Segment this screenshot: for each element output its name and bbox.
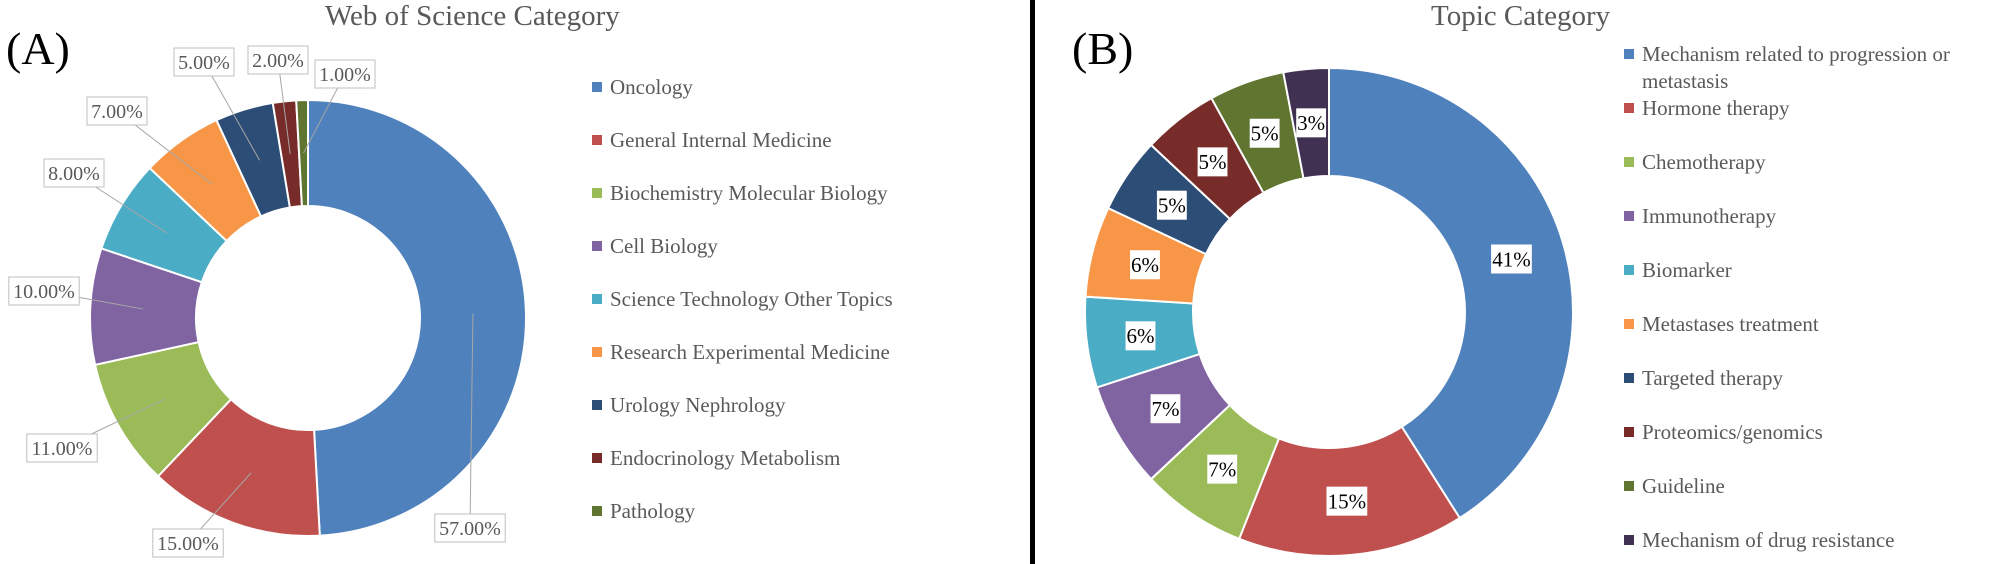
chart-a-data-label-general-internal-medicine: 15.00% — [157, 533, 219, 555]
chart-a-data-label-urology-nephrology: 5.00% — [178, 52, 230, 74]
chart-a-label-box — [43, 158, 105, 188]
chart-a-label-box — [173, 47, 235, 77]
chart-a-legend-label: Science Technology Other Topics — [610, 287, 893, 311]
chart-b-legend-label: Immunotherapy — [1642, 204, 1777, 228]
chart-b-label-box — [1156, 190, 1187, 220]
chart-a-legend-swatch — [592, 506, 602, 516]
chart-b-legend-swatch — [1624, 481, 1634, 491]
chart-b-donut: 41% 15% 7% 7% 6% 6% 5% 5% 5% 3% — [1084, 66, 1574, 557]
panel-b-letter: (B) — [1072, 23, 1134, 74]
chart-a-label-box — [434, 513, 506, 543]
chart-b-legend-swatch — [1624, 535, 1634, 545]
chart-a-leader-line — [469, 313, 474, 529]
chart-b-label-box — [1296, 108, 1327, 138]
chart-b-label-box — [1491, 244, 1532, 274]
chart-a-legend-label: Pathology — [610, 499, 696, 523]
chart-b-legend-swatch — [1624, 427, 1634, 437]
chart-a-data-label-oncology: 57.00% — [439, 518, 501, 540]
chart-b-data-label-guideline: 5% — [1251, 122, 1279, 146]
chart-b-data-label-metastases-treatment: 6% — [1131, 253, 1159, 277]
panel-divider — [1030, 0, 1035, 564]
chart-b-label-box — [1249, 118, 1280, 148]
chart-a-legend: Oncology General Internal Medicine Biochem… — [592, 0, 1022, 564]
chart-b-title: Topic Category — [1431, 0, 1611, 32]
chart-a-label-box — [86, 96, 148, 126]
chart-a-legend-swatch — [592, 135, 602, 145]
chart-b-label-box — [1130, 250, 1160, 280]
chart-a-legend-swatch — [592, 400, 602, 410]
panel-a: (A) Web of Science Category 57.00% 15.00%… — [6, 0, 1022, 564]
chart-b-legend-label: Metastases treatment — [1642, 312, 1819, 336]
chart-b-legend-label: Proteomics/genomics — [1642, 420, 1823, 444]
chart-b-legend-label: Hormone therapy — [1642, 96, 1790, 120]
chart-b-legend-swatch — [1624, 373, 1634, 383]
chart-a-data-label-science-technology-other-topics: 8.00% — [48, 163, 100, 185]
chart-a-legend-swatch — [592, 294, 602, 304]
chart-b-legend-swatch — [1624, 49, 1634, 59]
chart-a-data-label-endocrinology-metabolism: 2.00% — [252, 50, 304, 72]
chart-b-legend-label: Targeted therapy — [1642, 366, 1783, 390]
chart-a-leader-line — [277, 59, 291, 155]
chart-a-legend-label: Cell Biology — [610, 234, 718, 258]
chart-b-data-label-immunotherapy: 7% — [1151, 397, 1179, 421]
chart-a-legend-swatch — [592, 347, 602, 357]
chart-b-slice-mechanism-related-to-progression-or-metastasis — [1328, 66, 1574, 520]
chart-a-donut: 57.00% 15.00% 11.00% 10.00% 8.00% 7.00% 5.00% 2… — [8, 45, 527, 558]
chart-b-legend-swatch — [1624, 157, 1634, 167]
chart-b-legend-label: Mechanism of drug resistance — [1642, 528, 1895, 552]
chart-a-leader-line — [203, 61, 261, 161]
chart-b-legend-label: Guideline — [1642, 474, 1725, 498]
chart-a-legend-swatch — [592, 241, 602, 251]
chart-b-data-label-proteomics-genomics: 5% — [1199, 150, 1227, 174]
chart-b-label-box — [1125, 321, 1156, 351]
panel-b: (B) Topic Category 41% 15% 7% 7% 6% 6% 5% 5% 5% 3… — [1038, 0, 2005, 564]
chart-b-data-label-biomarker: 6% — [1126, 324, 1154, 348]
chart-a-label-box — [314, 59, 376, 89]
chart-a-legend-swatch — [592, 188, 602, 198]
chart-a-label-box — [26, 433, 98, 463]
chart-a-label-box — [152, 528, 224, 558]
chart-a-legend-label: General Internal Medicine — [610, 128, 832, 152]
chart-b-legend-label: Chemotherapy — [1642, 150, 1766, 174]
panel-a-letter: (A) — [6, 23, 70, 74]
chart-b-legend: Mechanism related to progression or meta… — [1624, 0, 2004, 564]
chart-a-data-label-biochemistry-molecular-biology: 11.00% — [32, 438, 93, 460]
chart-a-legend-label: Oncology — [610, 75, 693, 99]
chart-a-legend-swatch — [592, 82, 602, 92]
chart-b-label-box — [1326, 486, 1368, 516]
chart-b-legend-label: Biomarker — [1642, 258, 1732, 282]
chart-b-label-box — [1197, 147, 1228, 177]
chart-b-data-label-targeted-therapy: 5% — [1158, 194, 1186, 218]
chart-a-data-label-research-experimental-medicine: 7.00% — [91, 101, 143, 123]
chart-a-legend-label: Urology Nephrology — [610, 393, 786, 417]
chart-b-label-box — [1150, 394, 1181, 424]
chart-a-legend-label: Endocrinology Metabolism — [610, 446, 841, 470]
chart-a-label-box — [247, 45, 309, 75]
chart-b-data-label-hormone-therapy: 15% — [1328, 490, 1367, 514]
chart-b-legend-swatch — [1624, 211, 1634, 221]
chart-b-legend-swatch — [1624, 103, 1634, 113]
chart-b-legend-swatch — [1624, 265, 1634, 275]
chart-b-data-label-mechanism-of-drug-resistance: 3% — [1297, 111, 1325, 135]
chart-a-data-label-pathology: 1.00% — [319, 64, 371, 86]
chart-b-data-label-chemotherapy: 7% — [1208, 457, 1236, 481]
chart-b-legend-swatch — [1624, 319, 1634, 329]
chart-a-slice-oncology — [307, 98, 527, 537]
chart-a-slice-pathology — [295, 98, 309, 208]
chart-b-label-box — [1207, 454, 1238, 484]
chart-b-legend-label: Mechanism related to progression or meta… — [1642, 42, 1950, 93]
chart-a-legend-label: Research Experimental Medicine — [610, 340, 890, 364]
chart-a-legend-swatch — [592, 453, 602, 463]
chart-a-legend-label: Biochemistry Molecular Biology — [610, 181, 888, 205]
chart-a-label-box — [8, 276, 80, 306]
chart-b-data-label-mechanism-related-to-progression-or-metastasis: 41% — [1492, 247, 1531, 271]
chart-a-data-label-cell-biology: 10.00% — [13, 281, 75, 303]
chart-a-title: Web of Science Category — [325, 0, 620, 32]
